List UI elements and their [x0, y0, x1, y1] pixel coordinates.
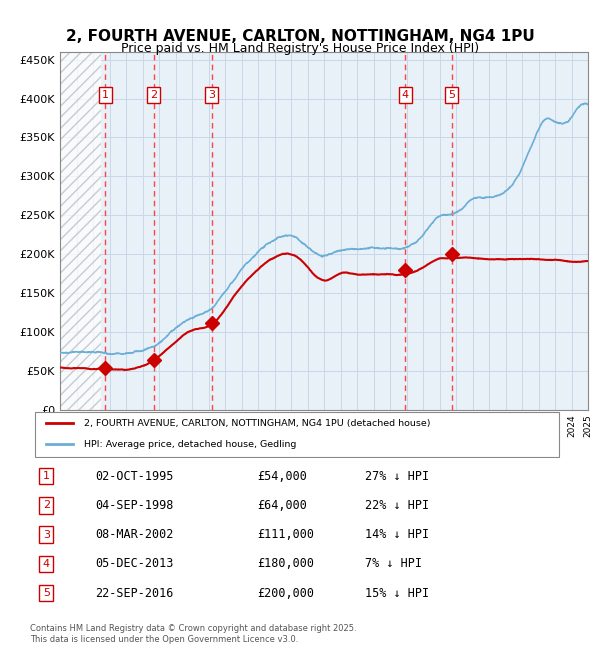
- Text: 2: 2: [150, 90, 157, 100]
- Text: 1: 1: [102, 90, 109, 100]
- Text: 7% ↓ HPI: 7% ↓ HPI: [365, 557, 422, 571]
- FancyBboxPatch shape: [35, 412, 559, 458]
- Text: £54,000: £54,000: [257, 469, 307, 482]
- Text: 3: 3: [208, 90, 215, 100]
- Text: 14% ↓ HPI: 14% ↓ HPI: [365, 528, 429, 541]
- Text: 2, FOURTH AVENUE, CARLTON, NOTTINGHAM, NG4 1PU (detached house): 2, FOURTH AVENUE, CARLTON, NOTTINGHAM, N…: [84, 419, 431, 428]
- Text: £200,000: £200,000: [257, 586, 314, 599]
- Text: 22% ↓ HPI: 22% ↓ HPI: [365, 499, 429, 512]
- Text: Contains HM Land Registry data © Crown copyright and database right 2025.
This d: Contains HM Land Registry data © Crown c…: [30, 624, 356, 644]
- Text: 22-SEP-2016: 22-SEP-2016: [95, 586, 173, 599]
- Text: 1: 1: [43, 471, 50, 481]
- Text: 5: 5: [448, 90, 455, 100]
- Text: £180,000: £180,000: [257, 557, 314, 571]
- Text: 02-OCT-1995: 02-OCT-1995: [95, 469, 173, 482]
- Text: 2, FOURTH AVENUE, CARLTON, NOTTINGHAM, NG4 1PU: 2, FOURTH AVENUE, CARLTON, NOTTINGHAM, N…: [65, 29, 535, 44]
- Text: 2: 2: [43, 500, 50, 510]
- Text: 08-MAR-2002: 08-MAR-2002: [95, 528, 173, 541]
- Text: 05-DEC-2013: 05-DEC-2013: [95, 557, 173, 571]
- Text: 5: 5: [43, 588, 50, 598]
- Text: 4: 4: [401, 90, 409, 100]
- Text: £111,000: £111,000: [257, 528, 314, 541]
- Text: 4: 4: [43, 559, 50, 569]
- Text: 15% ↓ HPI: 15% ↓ HPI: [365, 586, 429, 599]
- Text: 27% ↓ HPI: 27% ↓ HPI: [365, 469, 429, 482]
- Bar: [60, 52, 101, 410]
- Bar: [60, 52, 101, 410]
- Text: 3: 3: [43, 530, 50, 540]
- Text: HPI: Average price, detached house, Gedling: HPI: Average price, detached house, Gedl…: [84, 439, 296, 448]
- Text: Price paid vs. HM Land Registry's House Price Index (HPI): Price paid vs. HM Land Registry's House …: [121, 42, 479, 55]
- Text: £64,000: £64,000: [257, 499, 307, 512]
- Text: 04-SEP-1998: 04-SEP-1998: [95, 499, 173, 512]
